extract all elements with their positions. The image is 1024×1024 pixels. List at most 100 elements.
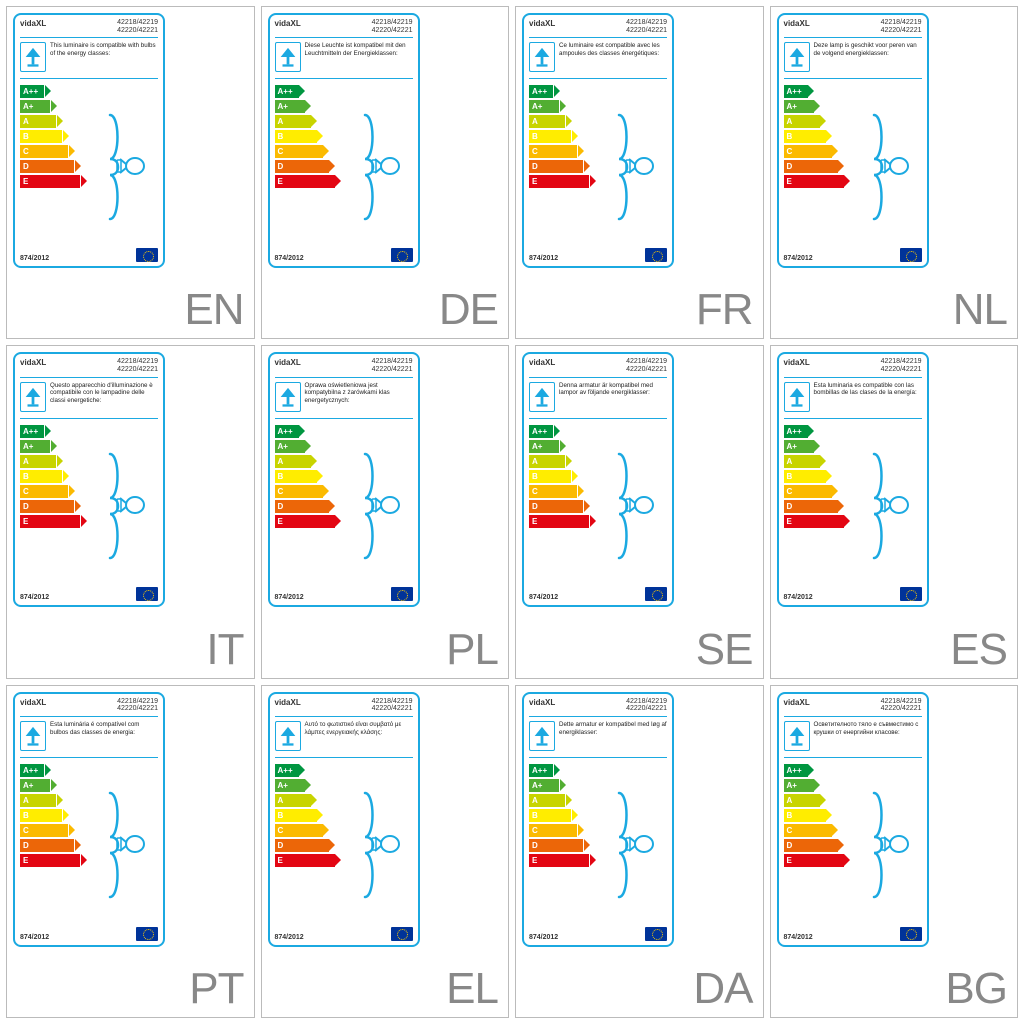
code-line: 42218/42219 xyxy=(881,358,922,366)
energy-bar: A xyxy=(529,115,565,128)
energy-bar: E xyxy=(20,515,80,528)
energy-bar-label: A++ xyxy=(532,766,547,775)
energy-bar-label: A++ xyxy=(23,766,38,775)
compatibility-row: Deze lamp is geschikt voor peren van de … xyxy=(784,37,922,79)
product-codes: 42218/4221942220/42221 xyxy=(626,698,667,713)
energy-bar-label: B xyxy=(278,472,284,481)
energy-bar: A+ xyxy=(529,100,559,113)
product-codes: 42218/4221942220/42221 xyxy=(626,19,667,34)
energy-bar-label: A xyxy=(278,796,284,805)
code-line: 42218/42219 xyxy=(372,698,413,706)
code-line: 42218/42219 xyxy=(117,19,158,27)
energy-scale: A++A+ABCDE xyxy=(20,764,158,927)
energy-bar-label: E xyxy=(278,177,283,186)
energy-bar-label: C xyxy=(278,487,284,496)
energy-bar: D xyxy=(275,500,329,513)
energy-bar-label: E xyxy=(787,856,792,865)
label-header: vidaXL42218/4221942220/42221 xyxy=(20,19,158,34)
code-line: 42220/42221 xyxy=(626,705,667,713)
energy-label-card: vidaXL42218/4221942220/42221Esta luminar… xyxy=(777,352,929,607)
energy-bar-label: A++ xyxy=(278,427,293,436)
language-code: DA xyxy=(693,967,752,1011)
energy-bar: C xyxy=(784,145,832,158)
code-line: 42220/42221 xyxy=(117,27,158,35)
code-line: 42218/42219 xyxy=(626,698,667,706)
energy-bar: A xyxy=(784,455,820,468)
energy-bar: D xyxy=(275,839,329,852)
energy-bar-label: A+ xyxy=(278,442,288,451)
label-cell: vidaXL42218/4221942220/42221Esta luminar… xyxy=(770,345,1019,678)
energy-bar: A++ xyxy=(275,764,299,777)
product-codes: 42218/4221942220/42221 xyxy=(117,19,158,34)
label-header: vidaXL42218/4221942220/42221 xyxy=(529,358,667,373)
energy-bar-label: A++ xyxy=(278,766,293,775)
regulation-number: 874/2012 xyxy=(529,934,558,941)
energy-bar-label: B xyxy=(278,132,284,141)
compatibility-row: This luminaire is compatible with bulbs … xyxy=(20,37,158,79)
energy-bar-label: A xyxy=(532,117,538,126)
energy-bar: D xyxy=(784,160,838,173)
code-line: 42218/42219 xyxy=(372,19,413,27)
energy-label-card: vidaXL42218/4221942220/42221Αυτό το φωτι… xyxy=(268,692,420,947)
energy-bar-label: D xyxy=(787,162,793,171)
label-header: vidaXL42218/4221942220/42221 xyxy=(275,19,413,34)
compatibility-row: Questo apparecchio d'illuminazione è com… xyxy=(20,377,158,419)
energy-bar: B xyxy=(529,130,571,143)
energy-bar-label: B xyxy=(23,811,29,820)
brand-name: vidaXL xyxy=(784,19,810,28)
energy-bar: E xyxy=(529,175,589,188)
brand-name: vidaXL xyxy=(784,358,810,367)
energy-bars: A++A+ABCDE xyxy=(20,85,100,248)
energy-bar-label: A++ xyxy=(787,766,802,775)
energy-bar-label: A xyxy=(787,457,793,466)
energy-label-card: vidaXL42218/4221942220/42221Осветителнот… xyxy=(777,692,929,947)
code-line: 42218/42219 xyxy=(117,358,158,366)
energy-bar: D xyxy=(784,500,838,513)
label-header: vidaXL42218/4221942220/42221 xyxy=(784,698,922,713)
energy-bar-label: A++ xyxy=(787,427,802,436)
label-footer: 874/2012 xyxy=(20,927,158,941)
brace-bulb-icon xyxy=(868,85,922,248)
energy-bar: C xyxy=(529,145,577,158)
energy-bar: A++ xyxy=(275,85,299,98)
energy-bar: E xyxy=(784,854,844,867)
label-cell: vidaXL42218/4221942220/42221Denna armatu… xyxy=(515,345,764,678)
language-code: IT xyxy=(206,628,243,672)
energy-scale: A++A+ABCDE xyxy=(275,425,413,588)
energy-bar-label: C xyxy=(23,826,29,835)
product-codes: 42218/4221942220/42221 xyxy=(372,358,413,373)
code-line: 42220/42221 xyxy=(626,27,667,35)
energy-bar-label: D xyxy=(532,502,538,511)
compatibility-row: Dette armatur er kompatibel med løg af e… xyxy=(529,716,667,758)
compatibility-text: Dette armatur er kompatibel med løg af e… xyxy=(559,721,667,737)
energy-bar: D xyxy=(784,839,838,852)
product-codes: 42218/4221942220/42221 xyxy=(372,19,413,34)
language-code: EN xyxy=(184,288,243,332)
label-header: vidaXL42218/4221942220/42221 xyxy=(20,698,158,713)
energy-bar: A+ xyxy=(784,100,814,113)
regulation-number: 874/2012 xyxy=(20,255,49,262)
regulation-number: 874/2012 xyxy=(784,255,813,262)
lamp-icon xyxy=(275,721,301,751)
language-code: FR xyxy=(696,288,753,332)
energy-bar: A+ xyxy=(784,779,814,792)
brand-name: vidaXL xyxy=(20,698,46,707)
compatibility-text: Esta luminaria es compatible con las bom… xyxy=(814,382,922,398)
energy-bars: A++A+ABCDE xyxy=(784,85,864,248)
lamp-icon xyxy=(529,721,555,751)
energy-bar: C xyxy=(784,485,832,498)
product-codes: 42218/4221942220/42221 xyxy=(626,358,667,373)
energy-bar: E xyxy=(784,175,844,188)
energy-bar-label: D xyxy=(278,502,284,511)
energy-bar-label: A+ xyxy=(532,442,542,451)
label-header: vidaXL42218/4221942220/42221 xyxy=(529,698,667,713)
energy-bar: B xyxy=(529,470,571,483)
brace-bulb-icon xyxy=(359,425,413,588)
energy-bar: E xyxy=(275,175,335,188)
energy-bar: A++ xyxy=(20,425,44,438)
energy-bar: B xyxy=(784,809,826,822)
energy-bar: A++ xyxy=(529,425,553,438)
compatibility-row: Ce luminaire est compatible avec les amp… xyxy=(529,37,667,79)
energy-bar-label: A xyxy=(23,117,29,126)
energy-bar: A++ xyxy=(529,764,553,777)
